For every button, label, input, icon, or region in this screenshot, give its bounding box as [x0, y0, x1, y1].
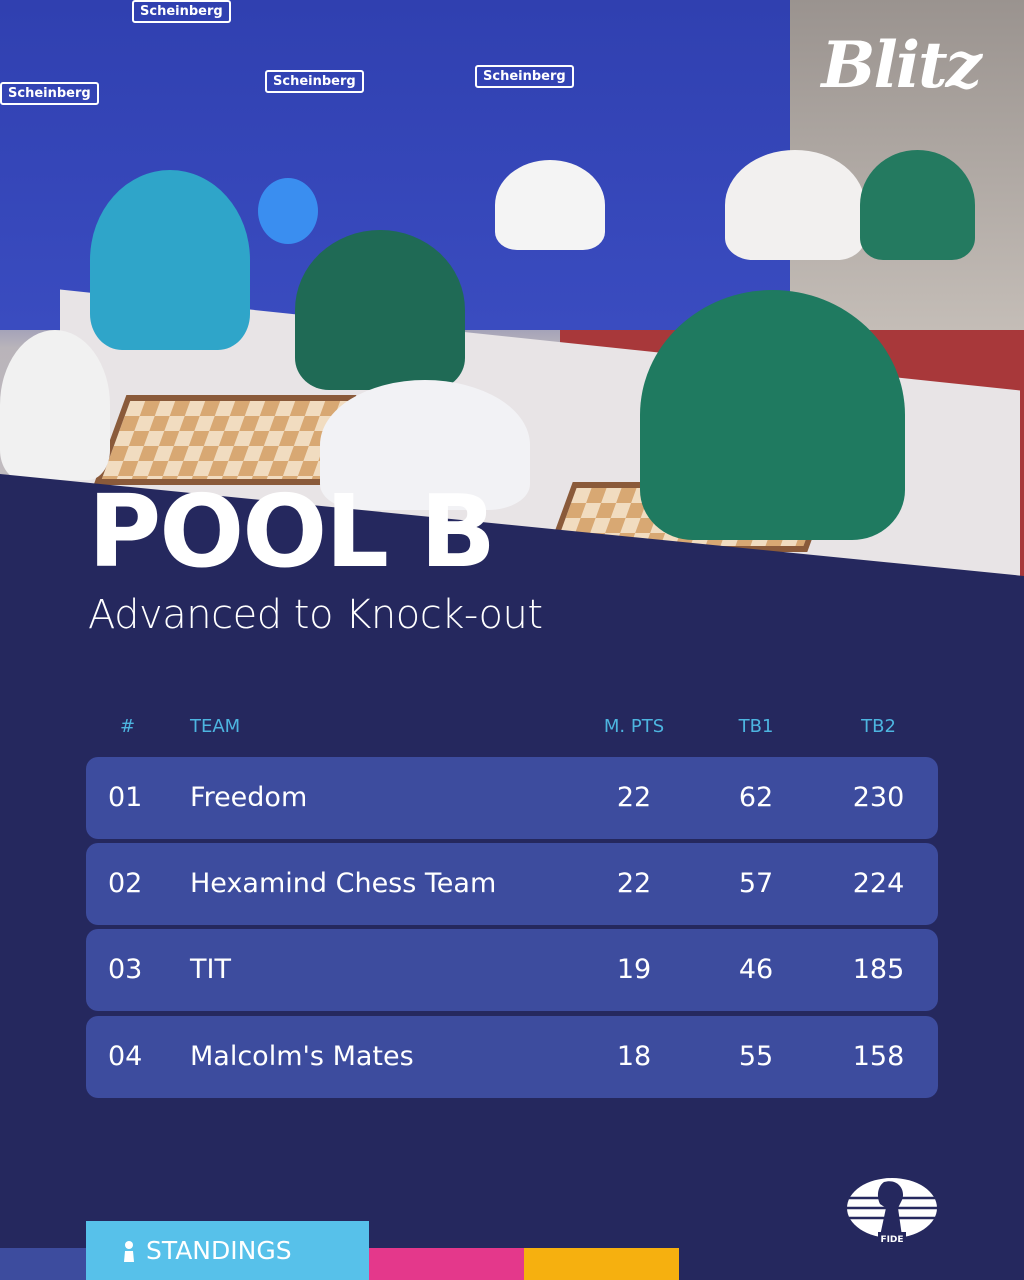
rank: 01	[108, 782, 143, 813]
table-row: 04 Malcolm's Mates 18 55 158	[86, 1016, 938, 1098]
col-tb2: TB2	[861, 716, 896, 737]
team-name: Freedom	[190, 782, 308, 813]
tb2: 158	[852, 1041, 905, 1072]
tb1: 62	[738, 782, 774, 813]
team-name: TIT	[190, 954, 231, 985]
table-row: 03 TIT 19 46 185	[86, 929, 938, 1011]
player	[725, 150, 865, 260]
hero-photo: Scheinberg Scheinberg Scheinberg Scheinb…	[0, 0, 1024, 580]
sponsor-logo: Scheinberg	[265, 70, 364, 93]
rank: 03	[108, 954, 143, 985]
player	[860, 150, 975, 260]
col-rank: #	[120, 716, 136, 737]
tb2: 230	[852, 782, 905, 813]
player	[320, 380, 530, 510]
tb2: 185	[852, 954, 905, 985]
player	[0, 330, 110, 480]
standings-tab[interactable]: STANDINGS	[86, 1221, 369, 1280]
fide-logo: FIDE	[846, 1178, 938, 1244]
tb1: 55	[738, 1041, 774, 1072]
tb1: 57	[738, 868, 774, 899]
tab-indigo	[0, 1248, 86, 1280]
chessboard	[93, 395, 357, 485]
col-mpts: M. PTS	[603, 716, 665, 737]
player	[495, 160, 605, 250]
team-name: Hexamind Chess Team	[190, 868, 497, 899]
table-row: 02 Hexamind Chess Team 22 57 224	[86, 843, 938, 925]
decor-circle	[258, 178, 318, 244]
player	[295, 230, 465, 390]
page-subtitle: Advanced to Knock-out	[88, 592, 543, 638]
tb2: 224	[852, 868, 905, 899]
sponsor-logo: Scheinberg	[0, 82, 99, 105]
tab-pink	[369, 1248, 524, 1280]
match-points: 18	[616, 1041, 652, 1072]
sponsor-logo: Scheinberg	[132, 0, 231, 23]
sponsor-logo: Scheinberg	[475, 65, 574, 88]
match-points: 22	[616, 868, 652, 899]
fide-text: FIDE	[880, 1235, 903, 1244]
person-icon	[124, 1240, 134, 1262]
match-points: 22	[616, 782, 652, 813]
col-team: TEAM	[190, 716, 241, 737]
table-row: 01 Freedom 22 62 230	[86, 757, 938, 839]
tb1: 46	[738, 954, 774, 985]
match-points: 19	[616, 954, 652, 985]
tab-yellow	[524, 1248, 679, 1280]
team-name: Malcolm's Mates	[190, 1041, 414, 1072]
blitz-logo: Blitz	[821, 28, 982, 103]
page-title: POOL B	[88, 473, 496, 590]
col-tb1: TB1	[738, 716, 774, 737]
rank: 04	[108, 1041, 143, 1072]
standings-label: STANDINGS	[146, 1236, 292, 1265]
player	[90, 170, 250, 350]
player	[640, 290, 905, 540]
table-header: # TEAM M. PTS TB1 TB2	[86, 716, 938, 740]
rank: 02	[108, 868, 143, 899]
